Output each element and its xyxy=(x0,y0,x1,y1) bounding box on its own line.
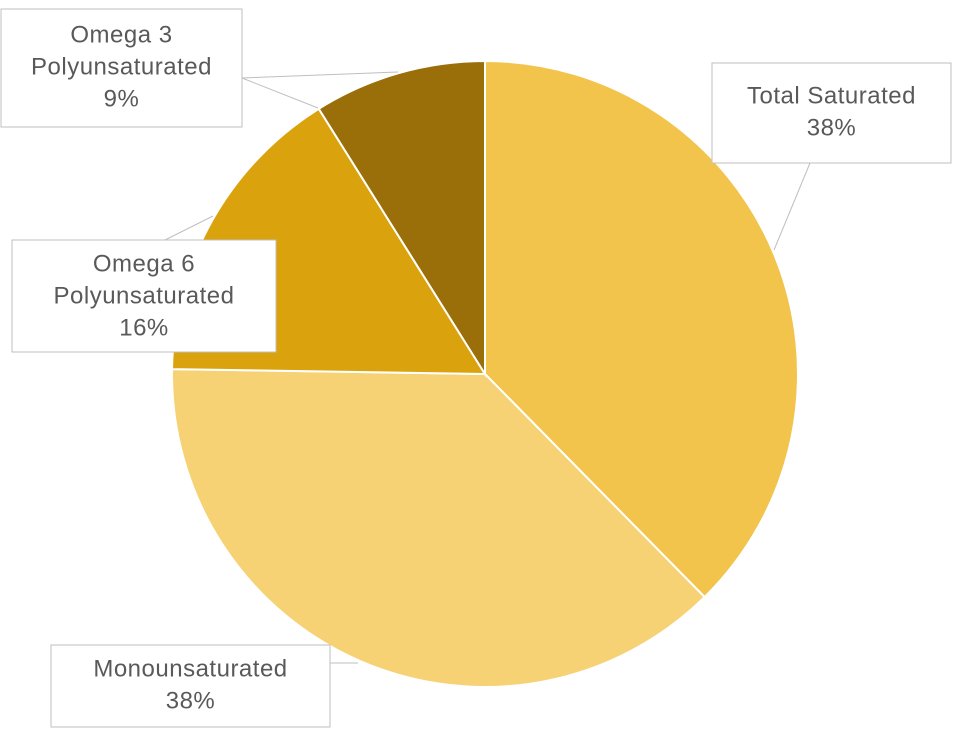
slice-callout: Monounsaturated 38% xyxy=(50,644,358,728)
slice-category-label: Total Saturated xyxy=(747,82,916,109)
slice-value-label: 38% xyxy=(807,114,857,141)
slice-value-label: 9% xyxy=(104,85,140,112)
slice-category-label: Omega 3 xyxy=(70,21,172,48)
slice-category-label: Polyunsaturated xyxy=(31,53,212,80)
pie-slice xyxy=(484,59,799,599)
slice-callout: Omega 3 Polyunsaturated 9% xyxy=(0,8,399,128)
callout-box xyxy=(11,239,277,353)
callout-leader-line xyxy=(164,215,214,241)
slice-value-label: 38% xyxy=(166,687,216,714)
pie-callouts: Total Saturated 38% Monounsaturated 38% Omeg… xyxy=(0,8,952,728)
callout-box xyxy=(711,62,952,164)
pie-slices xyxy=(171,59,799,688)
slice-value-label: 16% xyxy=(119,314,169,341)
callout-box xyxy=(50,644,331,728)
slice-category-label: Omega 6 xyxy=(93,250,195,277)
slice-callout: Total Saturated 38% xyxy=(711,62,952,251)
slice-category-label: Monounsaturated xyxy=(93,655,287,682)
callout-leader-line xyxy=(773,162,811,251)
slice-category-label: Polyunsaturated xyxy=(54,282,235,309)
pie-slice xyxy=(317,59,486,378)
pie-slice xyxy=(171,368,707,688)
slice-callout: Omega 6 Polyunsaturated 16% xyxy=(11,215,277,353)
callout-box xyxy=(0,8,243,128)
